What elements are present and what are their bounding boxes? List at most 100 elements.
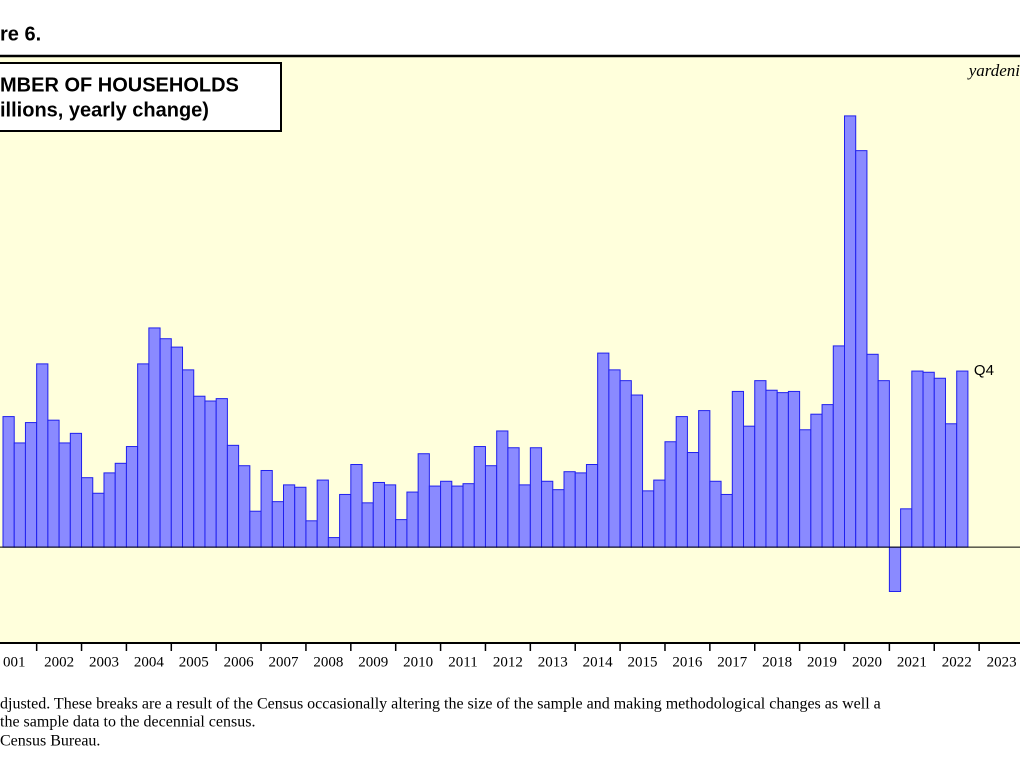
bar: [81, 477, 94, 548]
bar: [642, 490, 655, 548]
bar: [888, 546, 902, 592]
x-tick-label: 2018: [762, 654, 792, 670]
x-tick-label: 2007: [269, 654, 300, 670]
annotation: Q4: [974, 362, 994, 379]
x-axis: 001 2002 2003 2004 2005 2006 2007 2008 2009 2010 2…: [3, 643, 1017, 670]
bar: [653, 479, 666, 548]
bars: [2, 115, 969, 592]
x-tick-label: 2014: [583, 654, 614, 670]
bar: [743, 425, 756, 548]
title-box: [0, 62, 282, 132]
bar: [182, 369, 195, 548]
bar: [754, 380, 767, 548]
x-tick-label: 2006: [224, 654, 255, 670]
bar: [92, 492, 105, 548]
bar: [406, 491, 419, 548]
bar: [585, 464, 599, 548]
note: the sample data to the decennial census.: [0, 714, 255, 731]
x-tick-label: 2011: [448, 654, 477, 670]
bar: [619, 380, 632, 548]
bar: [608, 369, 621, 548]
chart-subtitle: illions, yearly change): [0, 99, 209, 121]
bar: [911, 370, 924, 548]
bar: [574, 472, 587, 548]
x-tick-label: 2022: [942, 654, 972, 670]
bar: [529, 447, 543, 548]
bar: [327, 537, 341, 548]
bar: [69, 432, 83, 548]
bar: [597, 352, 610, 548]
bar: [541, 480, 554, 548]
bar: [462, 483, 475, 548]
bar: [114, 462, 127, 548]
x-tick-label: 2004: [134, 654, 165, 670]
bar: [731, 390, 745, 548]
x-tick-label: 2017: [717, 654, 748, 670]
x-tick-label: 2019: [807, 654, 837, 670]
source-mark: yardeni: [967, 61, 1020, 80]
bar: [877, 380, 890, 548]
bar: [675, 416, 688, 548]
x-tick-label: 001: [3, 654, 26, 670]
bar: [484, 465, 498, 548]
bar: [866, 353, 879, 548]
x-tick-label: 2015: [628, 654, 658, 670]
bar: [417, 453, 430, 548]
bar: [137, 363, 150, 548]
x-tick-label: 2003: [89, 654, 119, 670]
x-tick-label: 2013: [538, 654, 568, 670]
bar: [103, 472, 116, 548]
bar: [316, 479, 329, 548]
chart-title: MBER OF HOUSEHOLDS: [0, 74, 239, 96]
bar: [24, 422, 38, 548]
bar: [518, 484, 531, 548]
x-tick-label: 2002: [44, 654, 74, 670]
bar: [821, 404, 834, 548]
bar: [238, 465, 251, 548]
bar: [395, 519, 408, 548]
bar: [765, 389, 778, 548]
bar: [799, 429, 812, 548]
x-tick-label: 2023: [987, 654, 1017, 670]
bar: [47, 419, 60, 548]
bar: [159, 338, 172, 548]
bar: [372, 481, 385, 548]
bar: [148, 327, 161, 548]
bar: [36, 363, 49, 548]
bar: [720, 493, 733, 548]
bar: [125, 446, 139, 548]
bar: [563, 471, 576, 548]
bar: [249, 510, 262, 548]
x-tick-label: 2020: [852, 654, 882, 670]
bar: [361, 502, 374, 548]
bar: [473, 446, 486, 548]
bar: [2, 416, 15, 548]
bar: [294, 486, 307, 548]
x-tick-label: 2009: [358, 654, 388, 670]
figure-label: re 6.: [0, 23, 41, 45]
bar: [507, 447, 520, 548]
bar: [350, 464, 363, 548]
bar: [58, 442, 71, 548]
bar: [496, 430, 509, 548]
bar: [664, 441, 677, 548]
bar: [776, 392, 789, 548]
bar: [900, 508, 913, 548]
bar: [226, 444, 240, 548]
bar: [630, 394, 644, 548]
bar: [709, 480, 722, 548]
bar: [13, 442, 26, 548]
bar: [339, 493, 352, 548]
bar: [305, 520, 318, 548]
bar: [428, 485, 442, 548]
bar: [383, 484, 397, 548]
bar: [922, 371, 935, 548]
bar: [283, 484, 296, 548]
note: Census Bureau.: [0, 733, 100, 750]
bar: [451, 485, 464, 548]
bar: [810, 413, 823, 548]
bar: [170, 346, 184, 548]
note: djusted. These breaks are a result of th…: [0, 696, 881, 713]
bar: [204, 400, 217, 548]
